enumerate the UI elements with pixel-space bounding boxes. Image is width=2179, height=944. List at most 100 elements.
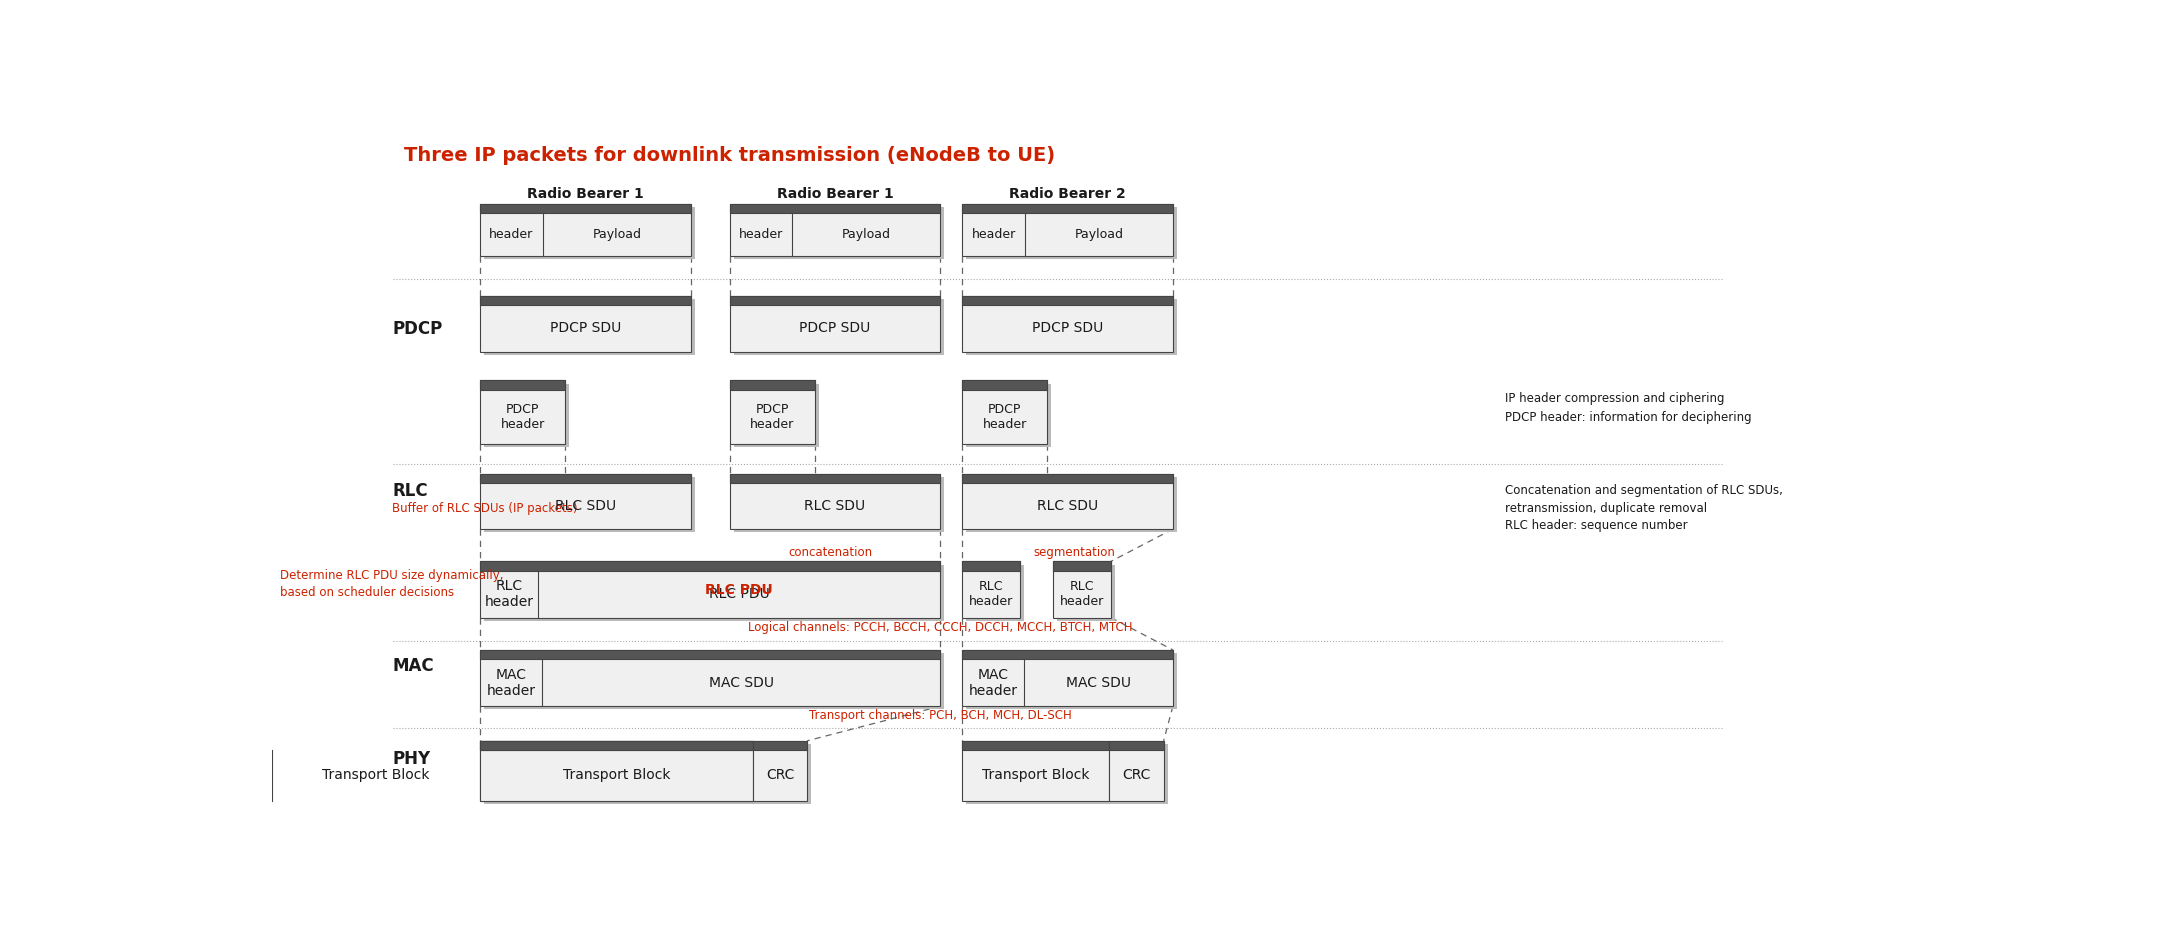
Text: RLC SDU: RLC SDU: [1037, 499, 1098, 513]
Bar: [730, 474, 941, 483]
Bar: [479, 650, 941, 659]
Text: header: header: [490, 228, 534, 241]
Bar: [479, 380, 564, 390]
Bar: [479, 741, 754, 750]
Bar: [1052, 562, 1111, 571]
Bar: [730, 204, 941, 213]
Bar: [965, 653, 1177, 709]
Bar: [479, 474, 691, 483]
Text: Concatenation and segmentation of RLC SDUs,: Concatenation and segmentation of RLC SD…: [1506, 484, 1782, 497]
Bar: [730, 474, 941, 529]
Text: segmentation: segmentation: [1033, 546, 1116, 559]
Bar: [734, 477, 944, 532]
Bar: [479, 741, 754, 750]
Text: Logical channels: PCCH, BCCH, CCCH, DCCH, MCCH, BTCH, MTCH: Logical channels: PCCH, BCCH, CCCH, DCCH…: [747, 621, 1133, 634]
Bar: [484, 653, 944, 709]
Bar: [963, 650, 1172, 706]
Text: RLC PDU: RLC PDU: [706, 582, 774, 597]
Bar: [484, 299, 695, 355]
Text: RLC SDU: RLC SDU: [556, 499, 617, 513]
Bar: [965, 299, 1177, 355]
Text: CRC: CRC: [1122, 768, 1151, 783]
Bar: [963, 562, 1020, 571]
Bar: [730, 204, 941, 256]
Text: PDCP
header: PDCP header: [983, 403, 1026, 431]
Text: CRC: CRC: [765, 768, 793, 783]
Bar: [479, 204, 691, 213]
Bar: [479, 650, 941, 706]
Text: PHY: PHY: [392, 750, 431, 767]
Bar: [730, 380, 815, 390]
Text: PDCP
header: PDCP header: [750, 403, 795, 431]
Bar: [484, 565, 944, 621]
Bar: [1109, 741, 1164, 750]
Text: Payload: Payload: [841, 228, 891, 241]
Bar: [963, 562, 1020, 617]
Bar: [479, 741, 754, 801]
Bar: [754, 741, 806, 801]
Bar: [484, 208, 695, 259]
Text: MAC SDU: MAC SDU: [708, 676, 774, 690]
Text: MAC
header: MAC header: [970, 667, 1018, 698]
Bar: [479, 295, 691, 352]
Text: concatenation: concatenation: [789, 546, 872, 559]
Bar: [484, 744, 756, 804]
Bar: [479, 741, 754, 801]
Text: Three IP packets for downlink transmission (eNodeB to UE): Three IP packets for downlink transmissi…: [403, 146, 1055, 165]
Bar: [1052, 562, 1111, 617]
Bar: [965, 383, 1050, 447]
Bar: [730, 380, 815, 445]
Text: Determine RLC PDU size dynamically,: Determine RLC PDU size dynamically,: [281, 569, 503, 582]
Text: PDCP SDU: PDCP SDU: [1033, 322, 1103, 335]
Text: PDCP header: information for deciphering: PDCP header: information for deciphering: [1506, 411, 1752, 424]
Bar: [963, 741, 1109, 750]
Bar: [479, 562, 941, 571]
Text: Buffer of RLC SDUs (IP packets): Buffer of RLC SDUs (IP packets): [392, 502, 577, 514]
Text: RLC
header: RLC header: [970, 581, 1013, 608]
Bar: [730, 295, 941, 352]
Bar: [963, 295, 1172, 305]
Bar: [963, 204, 1172, 256]
Bar: [479, 295, 691, 305]
Bar: [963, 380, 1048, 390]
Bar: [963, 741, 1109, 801]
Text: PDCP SDU: PDCP SDU: [549, 322, 621, 335]
Bar: [963, 380, 1048, 445]
Bar: [963, 474, 1172, 483]
Text: Transport Block: Transport Block: [983, 768, 1090, 783]
Text: RLC
header: RLC header: [1059, 581, 1105, 608]
Bar: [1109, 741, 1164, 801]
Text: RLC
header: RLC header: [484, 579, 534, 609]
Text: RLC header: sequence number: RLC header: sequence number: [1506, 519, 1687, 532]
Text: Radio Bearer 1: Radio Bearer 1: [776, 187, 893, 201]
Bar: [484, 383, 569, 447]
Bar: [1057, 565, 1116, 621]
Text: based on scheduler decisions: based on scheduler decisions: [281, 585, 453, 598]
Bar: [965, 744, 1113, 804]
Text: Transport Block: Transport Block: [322, 768, 429, 783]
Bar: [479, 474, 691, 529]
Bar: [963, 650, 1172, 659]
Bar: [754, 741, 806, 750]
Text: header: header: [972, 228, 1015, 241]
Bar: [479, 562, 941, 617]
Bar: [965, 477, 1177, 532]
Text: RLC: RLC: [392, 481, 427, 499]
Text: IP header compression and ciphering: IP header compression and ciphering: [1506, 392, 1724, 405]
Bar: [484, 477, 695, 532]
Bar: [484, 744, 756, 804]
Text: Payload: Payload: [593, 228, 641, 241]
Text: Radio Bearer 1: Radio Bearer 1: [527, 187, 643, 201]
Text: Payload: Payload: [1074, 228, 1124, 241]
Bar: [1113, 744, 1168, 804]
Text: MAC: MAC: [392, 657, 434, 675]
Bar: [479, 204, 691, 256]
Text: retransmission, duplicate removal: retransmission, duplicate removal: [1506, 502, 1706, 514]
Bar: [734, 299, 944, 355]
Bar: [963, 295, 1172, 352]
Text: Transport channels: PCH, BCH, MCH, DL-SCH: Transport channels: PCH, BCH, MCH, DL-SC…: [808, 709, 1072, 722]
Bar: [734, 208, 944, 259]
Bar: [963, 474, 1172, 529]
Bar: [965, 208, 1177, 259]
Text: RLC SDU: RLC SDU: [804, 499, 865, 513]
